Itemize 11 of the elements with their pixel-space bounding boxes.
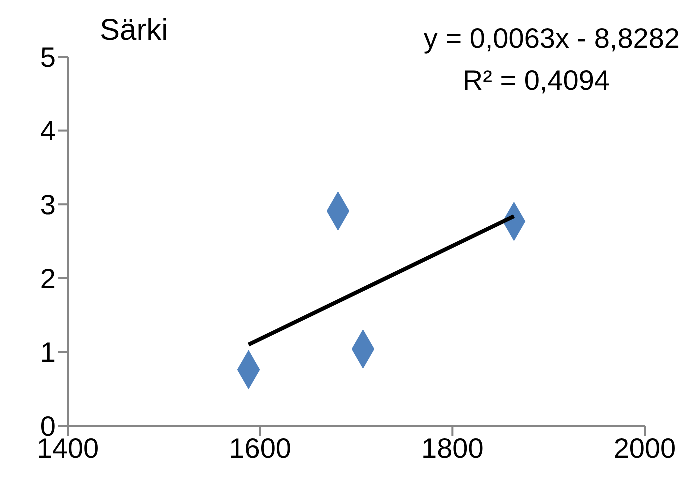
x-tick-label: 2000 [614,432,676,464]
annotation: R² = 0,4094 [462,65,610,96]
text: y = 0,0063x - 8,8282 [424,23,680,54]
chart-title: Särki [100,14,168,47]
y-tick-label: 1 [40,337,56,368]
x-tick-label: 1600 [229,432,292,464]
x-tick-label: 1800 [422,432,484,464]
y-tick-label: 5 [40,42,56,73]
y-tick-label: 3 [40,190,56,221]
y-tick-label: 2 [40,263,56,294]
y-tick-label: 4 [40,116,56,147]
